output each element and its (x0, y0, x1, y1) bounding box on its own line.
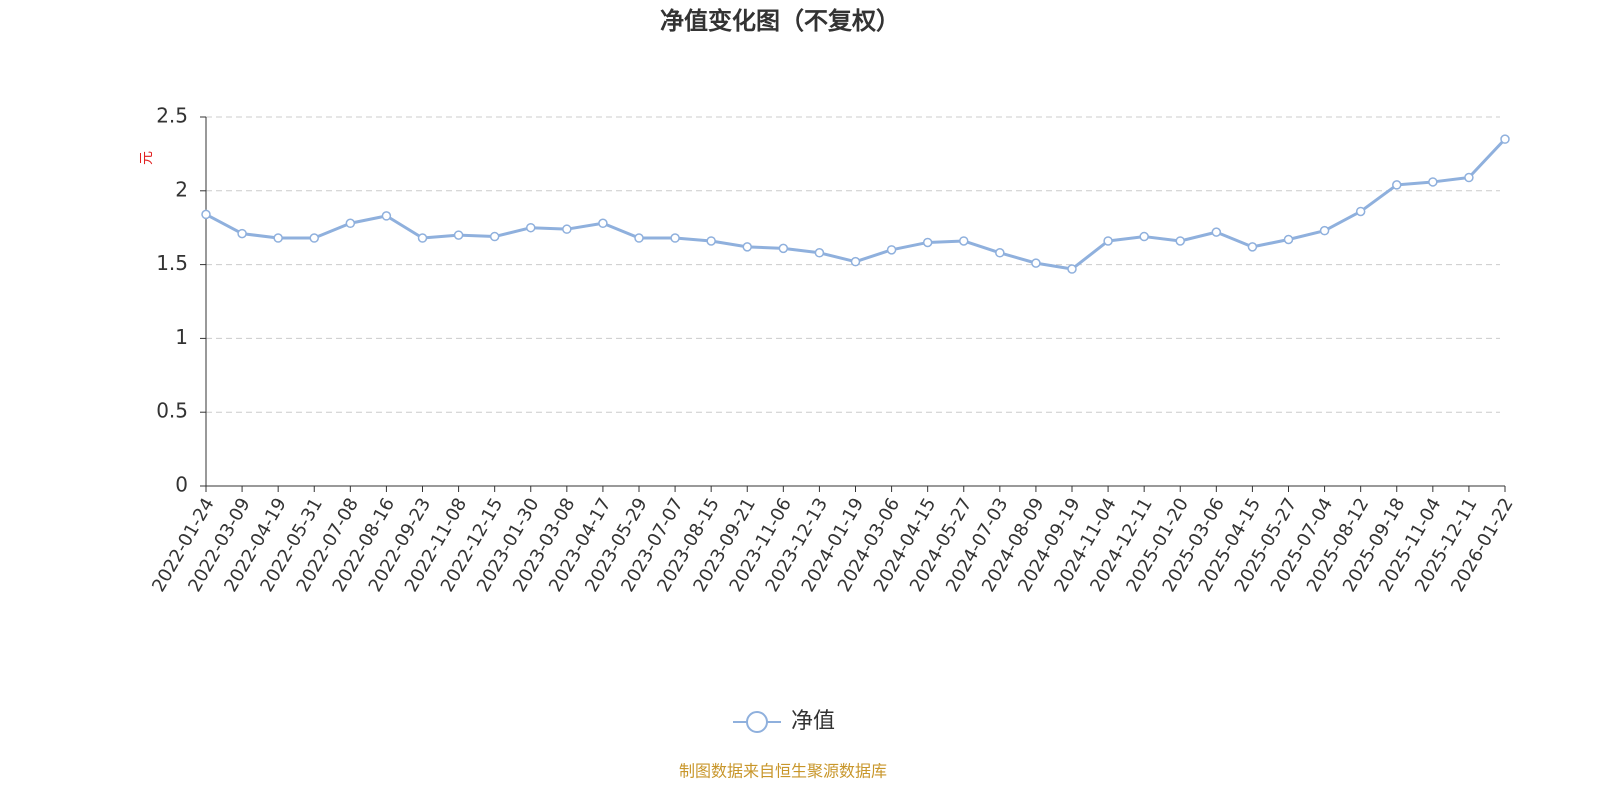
y-axis-label: 元 (139, 151, 155, 165)
point (345, 218, 356, 229)
y-tick-label: 1 (175, 325, 188, 349)
point (309, 233, 319, 243)
point (995, 248, 1005, 258)
point (742, 242, 752, 252)
point (417, 233, 428, 243)
chart-title: 净值变化图（不复权） (660, 7, 900, 35)
point (1139, 231, 1149, 242)
point (1211, 227, 1222, 237)
point (453, 230, 464, 240)
legend-label: 净值 (791, 709, 835, 734)
point (922, 237, 933, 248)
point (634, 233, 644, 243)
y-tick-label: 2.5 (156, 104, 188, 128)
point (1428, 177, 1438, 187)
point (886, 245, 897, 255)
point (598, 218, 608, 229)
y-tick-label: 1.5 (156, 251, 188, 275)
point (814, 248, 825, 258)
point (273, 233, 283, 243)
point (489, 231, 500, 242)
point (562, 224, 572, 234)
point (1355, 206, 1366, 217)
point (526, 222, 536, 233)
point (1319, 225, 1330, 236)
point (706, 236, 716, 246)
point (1031, 258, 1041, 268)
point (201, 209, 211, 220)
point (1067, 264, 1077, 274)
line (205, 138, 1507, 271)
point (959, 236, 969, 246)
point (1103, 236, 1113, 246)
source-note: 制图数据来自恒生聚源数据库 (679, 762, 887, 781)
point (1464, 172, 1474, 183)
point (1175, 236, 1185, 246)
point (778, 243, 789, 254)
y-tick-label: 0.5 (156, 399, 188, 423)
y-tick-label: 0 (175, 473, 188, 497)
point (850, 256, 861, 267)
point (1283, 234, 1294, 245)
point (237, 228, 247, 239)
point (381, 211, 392, 221)
point (1392, 180, 1402, 190)
y-tick-label: 2 (175, 177, 188, 201)
point (670, 233, 680, 243)
point (1500, 134, 1510, 144)
legend-marker (746, 711, 768, 733)
point (1247, 242, 1258, 252)
